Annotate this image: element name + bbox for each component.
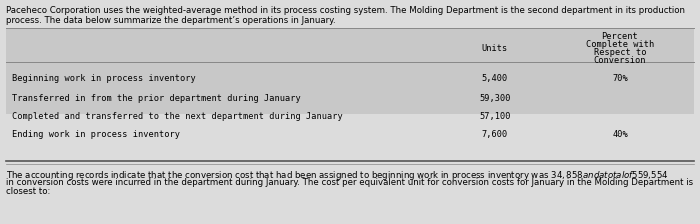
Text: 5,400: 5,400: [482, 74, 508, 83]
Text: Units: Units: [482, 44, 508, 53]
Text: Beginning work in process inventory: Beginning work in process inventory: [12, 74, 196, 83]
Text: Transferred in from the prior department during January: Transferred in from the prior department…: [12, 94, 301, 103]
Text: Conversion: Conversion: [594, 56, 646, 65]
Text: 40%: 40%: [612, 130, 628, 139]
Text: Complete with: Complete with: [586, 40, 654, 49]
Text: process. The data below summarize the department’s operations in January.: process. The data below summarize the de…: [6, 16, 335, 25]
Text: 57,100: 57,100: [480, 112, 511, 121]
Text: 7,600: 7,600: [482, 130, 508, 139]
Text: Respect to: Respect to: [594, 48, 646, 57]
Text: Completed and transferred to the next department during January: Completed and transferred to the next de…: [12, 112, 343, 121]
Text: in conversion costs were incurred in the department during January. The cost per: in conversion costs were incurred in the…: [6, 178, 693, 187]
Text: Percent: Percent: [601, 32, 638, 41]
Text: 70%: 70%: [612, 74, 628, 83]
Text: The accounting records indicate that the conversion cost that had been assigned : The accounting records indicate that the…: [6, 169, 668, 182]
Text: 59,300: 59,300: [480, 94, 511, 103]
Text: closest to:: closest to:: [6, 187, 50, 196]
Bar: [6, 28, 694, 114]
Text: Ending work in process inventory: Ending work in process inventory: [12, 130, 180, 139]
Text: Paceheco Corporation uses the weighted-average method in its process costing sys: Paceheco Corporation uses the weighted-a…: [6, 6, 685, 15]
